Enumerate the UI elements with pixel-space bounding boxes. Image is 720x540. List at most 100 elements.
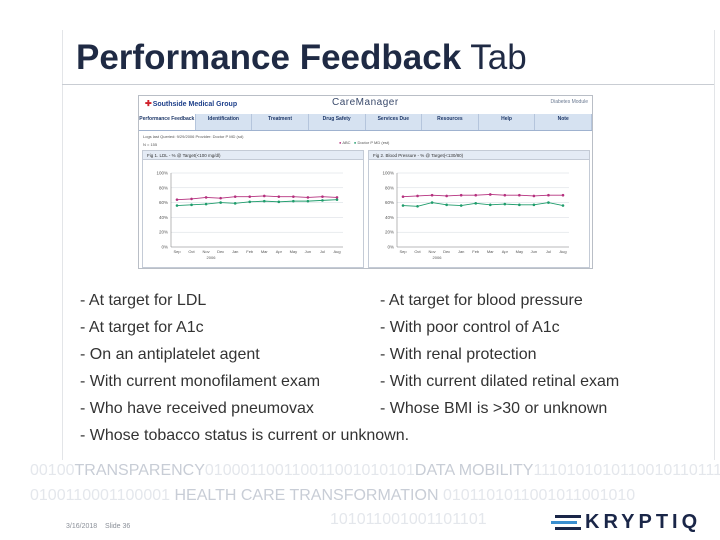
ldl-chart-caption: Fig 1. LDL - % @ Target(<100 mg/dl) <box>143 151 363 160</box>
x-year-label: 2006 <box>207 255 217 260</box>
data-point <box>292 195 295 198</box>
tab-treatment[interactable]: Treatment <box>252 114 309 130</box>
data-point <box>248 195 252 198</box>
x-tick-label: Jan <box>458 249 464 254</box>
data-point <box>503 193 507 197</box>
data-point <box>445 194 448 198</box>
data-point <box>547 193 550 197</box>
bp-chart-caption: Fig 2. Blood Pressure - % @ Target(<130/… <box>369 151 589 160</box>
series-line <box>176 195 338 201</box>
series-line <box>176 199 338 207</box>
patient-count: N = 155 <box>143 142 158 147</box>
right-border-line <box>714 30 715 460</box>
data-point <box>416 205 419 208</box>
data-point <box>292 199 295 203</box>
app-name: CareManager <box>332 97 399 108</box>
series-line <box>402 202 564 207</box>
x-tick-label: Feb <box>246 249 254 254</box>
data-point <box>532 203 536 207</box>
y-tick-label: 80% <box>159 185 168 190</box>
module-label: Diabetes Module <box>550 99 588 105</box>
data-point <box>547 201 550 204</box>
tab-services-due[interactable]: Services Due <box>366 114 423 130</box>
y-tick-label: 40% <box>385 215 394 220</box>
y-tick-label: 60% <box>159 200 168 205</box>
x-tick-label: Aug <box>559 249 566 254</box>
bullet-item: - At target for LDL <box>80 292 207 309</box>
footer-date: 3/16/2018 <box>66 523 98 530</box>
title-underline <box>62 84 714 85</box>
x-tick-label: Apr <box>502 249 509 254</box>
left-border-line <box>62 30 63 460</box>
x-tick-label: Oct <box>188 249 195 254</box>
tab-note[interactable]: Note <box>535 114 592 130</box>
tab-bar: Performance Feedback Identification Trea… <box>139 114 592 131</box>
tab-drug-safety[interactable]: Drug Safety <box>309 114 366 130</box>
y-tick-label: 0% <box>161 245 168 250</box>
data-point <box>401 204 405 207</box>
bullet-item: - Whose BMI is >30 or unknown <box>380 400 608 417</box>
band-digits: 1110101010110010110111 <box>533 462 720 479</box>
ldl-chart: Fig 1. LDL - % @ Target(<100 mg/dl) 0% 20… <box>142 150 364 268</box>
data-point <box>175 198 179 201</box>
data-point <box>503 202 507 206</box>
y-tick-label: 100% <box>156 171 168 176</box>
band-word: HEALTH CARE TRANSFORMATION <box>174 487 439 504</box>
data-point <box>430 193 434 197</box>
slide-title-bold: Performance Feedback <box>76 38 462 77</box>
x-year-label: 2006 <box>433 255 443 260</box>
bp-chart: Fig 2. Blood Pressure - % @ Target(<130/… <box>368 150 590 268</box>
data-point <box>401 195 405 198</box>
data-point <box>474 193 478 197</box>
binary-band-1: 00100TRANSPARENCY01000110011001100101010… <box>30 462 720 480</box>
data-point <box>488 193 492 196</box>
data-point <box>459 204 463 207</box>
data-point <box>277 195 281 198</box>
bullet-list-right: - At target for blood pressure - With po… <box>380 287 619 422</box>
data-point <box>204 196 208 199</box>
red-cross-icon: ✚ <box>145 99 152 108</box>
tab-help[interactable]: Help <box>479 114 536 130</box>
band-digits: 00100 <box>30 462 75 479</box>
band-digits: 01001100011 <box>30 487 126 504</box>
data-point <box>488 203 492 207</box>
data-point <box>306 196 310 199</box>
series-line <box>402 194 563 198</box>
bp-chart-plot: 0% 20% 40% 60% 80% 100% Sep Oct Nov Dec Jan Feb Mar A… <box>382 171 569 260</box>
data-point <box>262 199 266 203</box>
tab-identification[interactable]: Identification <box>196 114 253 130</box>
band-digits: 0101101011001011001010 <box>442 487 636 504</box>
x-tick-label: Nov <box>429 249 436 254</box>
data-point <box>306 199 310 203</box>
bullet-item: - At target for blood pressure <box>380 292 583 309</box>
ldl-chart-plot: 0% 20% 40% 60% 80% 100% Sep Oct Nov Dec Jan Feb Mar A… <box>156 171 343 260</box>
data-point <box>416 194 419 198</box>
tab-performance-feedback[interactable]: Performance Feedback <box>139 114 196 130</box>
data-point <box>277 200 281 204</box>
y-tick-label: 40% <box>159 215 168 220</box>
band-word: TRANSPARENCY <box>74 462 205 479</box>
x-tick-label: May <box>516 249 524 254</box>
caremanager-screenshot: ✚Southside Medical Group CareManager Dia… <box>138 95 593 269</box>
x-tick-label: Nov <box>203 249 210 254</box>
x-tick-label: May <box>290 249 298 254</box>
app-header: ✚Southside Medical Group CareManager Dia… <box>139 96 592 114</box>
count-info: N = 155 ● ABC ● Doctor P MD (est) <box>139 140 592 150</box>
data-point <box>335 196 339 199</box>
footer-slide-number: Slide 36 <box>105 523 131 530</box>
bullet-item: - With poor control of A1c <box>380 319 560 336</box>
data-point <box>561 204 565 207</box>
x-tick-label: Oct <box>414 249 421 254</box>
data-point <box>430 201 434 204</box>
data-point <box>321 199 324 202</box>
x-tick-label: Jan <box>232 249 238 254</box>
bullet-item: - At target for A1c <box>80 319 204 336</box>
x-tick-label: Aug <box>333 249 340 254</box>
binary-band-2: 0100110001100001 HEALTH CARE TRANSFORMAT… <box>30 487 720 505</box>
data-point <box>219 201 222 204</box>
logo-text: KRYPTIQ <box>585 511 702 533</box>
x-tick-label: Apr <box>276 249 283 254</box>
legend-marker-doctor: ● <box>353 140 357 145</box>
slide-title: Performance Feedback Tab <box>76 38 527 78</box>
tab-resources[interactable]: Resources <box>422 114 479 130</box>
